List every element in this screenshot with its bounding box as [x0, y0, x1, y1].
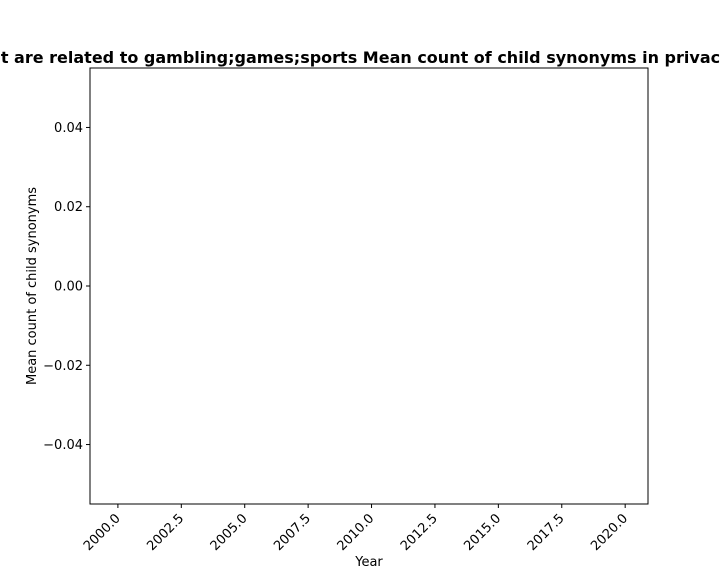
- y-tick-label: −0.04: [43, 438, 83, 453]
- plot-area-frame: [89, 67, 649, 505]
- y-tick-label: −0.02: [43, 359, 83, 374]
- x-tick-label: 2000.0: [81, 511, 124, 554]
- y-tick-label: 0.04: [54, 121, 83, 136]
- x-tick-label: 2017.5: [525, 511, 568, 554]
- y-axis-label: Mean count of child synonyms: [25, 187, 40, 385]
- x-tick-label: 2012.5: [398, 511, 441, 554]
- y-tick-label: 0.00: [54, 280, 83, 295]
- x-tick-label: 2002.5: [144, 511, 187, 554]
- x-axis: 2000.0 2002.5 2005.0 2007.5 2010.0 2012.5 2015…: [81, 504, 631, 554]
- x-tick-label: 2020.0: [588, 511, 631, 554]
- y-tick-label: 0.02: [54, 200, 83, 215]
- x-tick-label: 2005.0: [208, 511, 251, 554]
- y-axis: 0.04 0.02 0.00 −0.02 −0.04: [43, 121, 90, 453]
- x-axis-label: Year: [354, 555, 383, 570]
- x-tick-label: 2007.5: [271, 511, 314, 554]
- x-tick-label: 2010.0: [335, 511, 378, 554]
- x-tick-label: 2015.0: [461, 511, 504, 554]
- chart-title: Mean count of child synonyms in privacy …: [0, 48, 720, 67]
